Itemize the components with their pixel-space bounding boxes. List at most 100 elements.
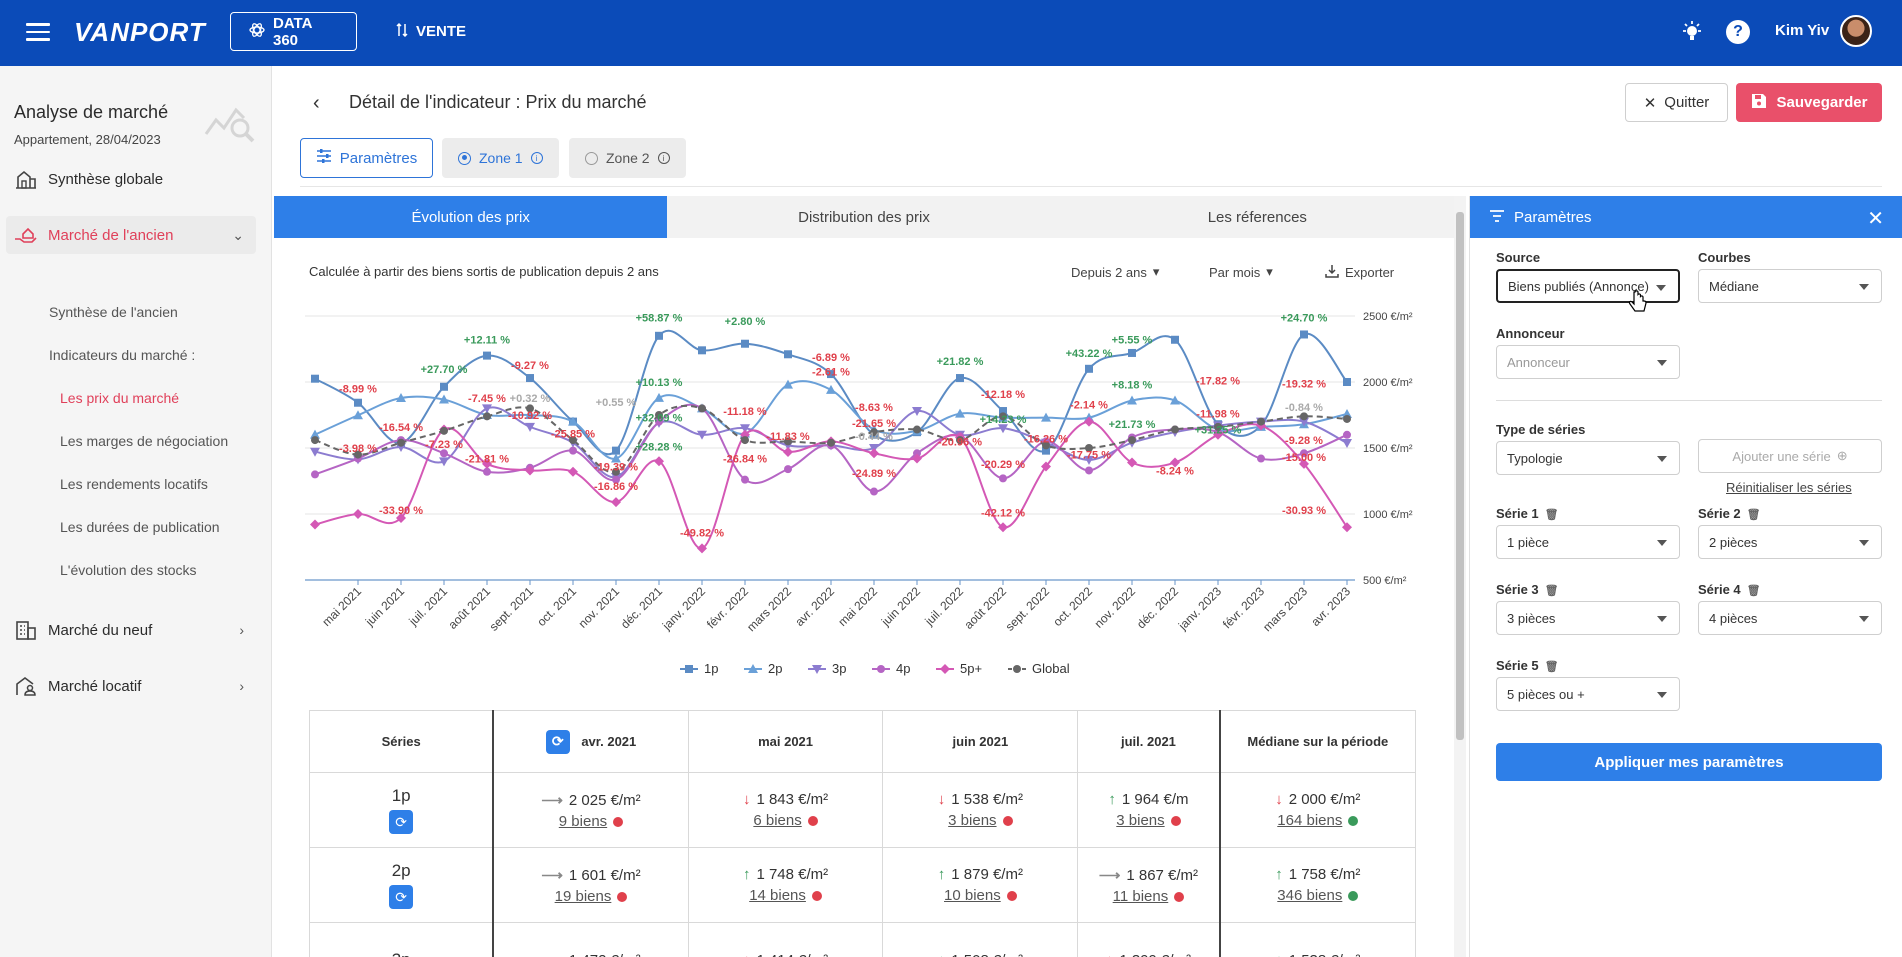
series-3-select[interactable]: 3 pièces xyxy=(1496,601,1680,635)
table-cell: ↓ 1 538 €/m² 3 biens xyxy=(882,772,1079,848)
tab-evolution-prix[interactable]: Évolution des prix xyxy=(274,196,668,238)
sidebar-item-marche-ancien[interactable]: Marché de l'ancien ⌄ xyxy=(6,216,256,254)
sidebar-subitem-marges[interactable]: Les marges de négociation xyxy=(60,433,229,449)
x-tick-label: juil. 2021 xyxy=(406,584,451,629)
trash-icon[interactable]: 🗑 xyxy=(1544,585,1559,597)
logo[interactable]: VANPORT xyxy=(74,17,206,47)
sidebar-subitem-durees[interactable]: Les durées de publication xyxy=(60,519,220,535)
series-point xyxy=(1257,417,1265,426)
scrollbar-thumb[interactable] xyxy=(1456,212,1464,740)
cell-count-link[interactable]: 19 biens xyxy=(554,887,612,905)
chevron-right-icon[interactable]: › xyxy=(239,678,244,694)
series-point xyxy=(1171,425,1179,434)
quit-button[interactable]: ✕ Quitter xyxy=(1625,83,1728,122)
sidebar-subitem-synthese-ancien[interactable]: Synthèse de l'ancien xyxy=(49,304,178,320)
info-icon[interactable]: i xyxy=(657,152,670,164)
avatar[interactable] xyxy=(1840,15,1872,47)
user-name[interactable]: Kim Yiv xyxy=(1775,22,1830,39)
table-row: 1p ⟳ ⟶ 2 025 €/m² 9 biens ↓ 1 843 €/m² 6 biens ↓… xyxy=(309,772,1416,848)
legend-label: 5p+ xyxy=(960,661,982,676)
trash-icon[interactable]: 🗑 xyxy=(1544,509,1559,521)
tab-distribution-prix[interactable]: Distribution des prix xyxy=(798,208,930,226)
status-dot xyxy=(1170,816,1181,827)
series-point xyxy=(1170,457,1180,468)
series-5-select[interactable]: 5 pièces ou + xyxy=(1496,677,1680,711)
reset-series-link[interactable]: Réinitialiser les séries xyxy=(1726,480,1852,495)
legend-marker xyxy=(685,665,693,673)
info-icon[interactable]: i xyxy=(530,152,543,164)
table-cell: ↑ 1 758 €/m² 346 biens xyxy=(1219,847,1416,923)
x-tick-label: sept. 2022 xyxy=(1003,584,1053,634)
radio-unselected[interactable] xyxy=(585,151,598,165)
params-button[interactable]: Paramètres xyxy=(300,138,433,178)
table-header: Médiane sur la période xyxy=(1219,710,1416,773)
sidebar-subitem-prix-marche[interactable]: Les prix du marché xyxy=(60,390,180,406)
data-label: +24.70 % xyxy=(1281,312,1328,324)
tab-references[interactable]: Les réferences xyxy=(1207,208,1307,226)
cell-count-link[interactable]: 3 biens xyxy=(1116,812,1165,829)
apply-params-button[interactable]: Appliquer mes paramètres xyxy=(1496,743,1882,781)
vente-button[interactable]: VENTE xyxy=(378,12,484,51)
series-point xyxy=(655,411,663,419)
series-2-select[interactable]: 2 pièces xyxy=(1698,525,1882,559)
cell-value: 1 601 €/m² xyxy=(568,866,641,884)
cell-count-link[interactable]: 164 biens xyxy=(1277,812,1343,829)
series-point xyxy=(1085,364,1093,373)
data-label: +10.13 % xyxy=(636,377,683,389)
cell-count-link[interactable]: 346 biens xyxy=(1277,887,1343,904)
sidebar-subitem-rendements[interactable]: Les rendements locatifs xyxy=(60,476,208,492)
cell-count-link[interactable]: 14 biens xyxy=(749,887,806,904)
data-360-button[interactable]: DATA 360 xyxy=(230,12,357,51)
period-select[interactable]: Depuis 2 ans ▾ xyxy=(1071,264,1159,280)
series-point xyxy=(483,467,491,476)
data-label: -7.23 % xyxy=(425,439,463,451)
series-point xyxy=(913,425,921,434)
back-arrow-icon[interactable]: ‹ xyxy=(313,92,320,114)
radio-selected[interactable] xyxy=(458,151,471,165)
type-series-select[interactable]: Typologie xyxy=(1496,441,1680,475)
sidebar-item-marche-locatif[interactable]: Marché locatif › xyxy=(6,667,256,705)
caret-down-icon xyxy=(1657,360,1667,366)
chevron-right-icon[interactable]: › xyxy=(239,622,244,638)
building-icon xyxy=(14,167,38,191)
series-1-select[interactable]: 1 pièce xyxy=(1496,525,1680,559)
cell-count-link[interactable]: 3 biens xyxy=(948,812,997,829)
caret-down-icon xyxy=(1657,456,1667,462)
save-button[interactable]: Sauvegarder xyxy=(1736,83,1882,122)
cell-count-link[interactable]: 11 biens xyxy=(1112,887,1169,905)
refresh-icon[interactable]: ⟳ xyxy=(389,885,414,909)
sidebar-item-label: Marché du neuf xyxy=(48,621,153,639)
series-4-select[interactable]: 4 pièces xyxy=(1698,601,1882,635)
data-label: -2.61 % xyxy=(812,366,850,378)
menu-icon[interactable] xyxy=(26,23,50,41)
trash-icon[interactable]: 🗑 xyxy=(1544,661,1559,673)
courbes-select[interactable]: Médiane xyxy=(1698,269,1882,303)
sidebar-subitem-stocks[interactable]: L'évolution des stocks xyxy=(60,562,197,578)
table-cell: ⟶ 1 601 €/m² 19 biens xyxy=(492,847,689,923)
refresh-icon[interactable]: ⟳ xyxy=(389,810,414,834)
refresh-icon[interactable]: ⟳ xyxy=(545,729,570,754)
cell-count-link[interactable]: 6 biens xyxy=(753,812,802,829)
arrow-flat-icon: ⟶ xyxy=(541,791,563,809)
status-dot xyxy=(1006,891,1017,902)
chevron-down-icon[interactable]: ⌄ xyxy=(232,226,244,243)
cell-count-link[interactable]: 10 biens xyxy=(944,887,1001,904)
granularity-select[interactable]: Par mois ▾ xyxy=(1209,264,1273,280)
series-point xyxy=(1041,461,1051,472)
cell-count-link[interactable]: 9 biens xyxy=(558,812,608,830)
source-select[interactable]: Biens publiés (Annonce) xyxy=(1496,269,1680,303)
arrow-flat-icon: ⟶ xyxy=(1098,866,1121,884)
sidebar-item-synthese-globale[interactable]: Synthèse globale xyxy=(6,160,256,198)
close-icon[interactable]: ✕ xyxy=(1867,208,1884,230)
sidebar-item-marche-neuf[interactable]: Marché du neuf › xyxy=(6,611,256,649)
annonceur-select[interactable]: Annonceur xyxy=(1496,345,1680,379)
series-point xyxy=(439,457,449,467)
export-button[interactable]: Exporter xyxy=(1325,264,1394,281)
help-icon[interactable]: ? xyxy=(1726,20,1750,44)
zone-2-chip[interactable]: Zone 2 i xyxy=(569,138,686,178)
add-series-button[interactable]: Ajouter une série ⊕ xyxy=(1698,439,1882,473)
trash-icon[interactable]: 🗑 xyxy=(1746,509,1761,521)
lightbulb-icon[interactable] xyxy=(1680,20,1704,44)
zone-1-chip[interactable]: Zone 1 i xyxy=(442,138,559,178)
trash-icon[interactable]: 🗑 xyxy=(1746,585,1761,597)
